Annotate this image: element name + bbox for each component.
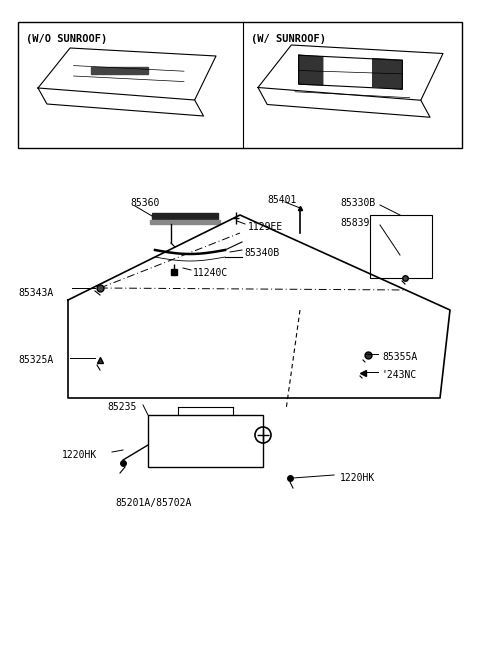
Bar: [18, 22, 462, 148]
Polygon shape: [152, 213, 218, 219]
Bar: [370, 215, 432, 278]
Text: 85235: 85235: [107, 402, 136, 412]
Text: 85325A: 85325A: [18, 355, 53, 365]
Text: 85360: 85360: [130, 198, 159, 208]
Text: 85340B: 85340B: [244, 248, 279, 258]
Polygon shape: [150, 220, 220, 224]
Text: '243NC: '243NC: [382, 370, 417, 380]
Bar: [148, 415, 263, 467]
Text: (W/O SUNROOF): (W/O SUNROOF): [26, 34, 107, 44]
Text: 85839: 85839: [340, 218, 370, 228]
Polygon shape: [372, 58, 402, 89]
Text: 1220HK: 1220HK: [340, 473, 375, 483]
Polygon shape: [299, 55, 323, 85]
Text: 85355A: 85355A: [382, 352, 417, 362]
Text: 85343A: 85343A: [18, 288, 53, 298]
Text: 11240C: 11240C: [193, 268, 228, 278]
Text: 85401: 85401: [267, 195, 296, 205]
Text: 85201A/85702A: 85201A/85702A: [115, 498, 192, 508]
Text: (W/ SUNROOF): (W/ SUNROOF): [251, 34, 326, 44]
Polygon shape: [91, 67, 148, 74]
Text: 1129EE: 1129EE: [248, 222, 283, 232]
Text: 1220HK: 1220HK: [62, 450, 97, 460]
Text: 85330B: 85330B: [340, 198, 375, 208]
